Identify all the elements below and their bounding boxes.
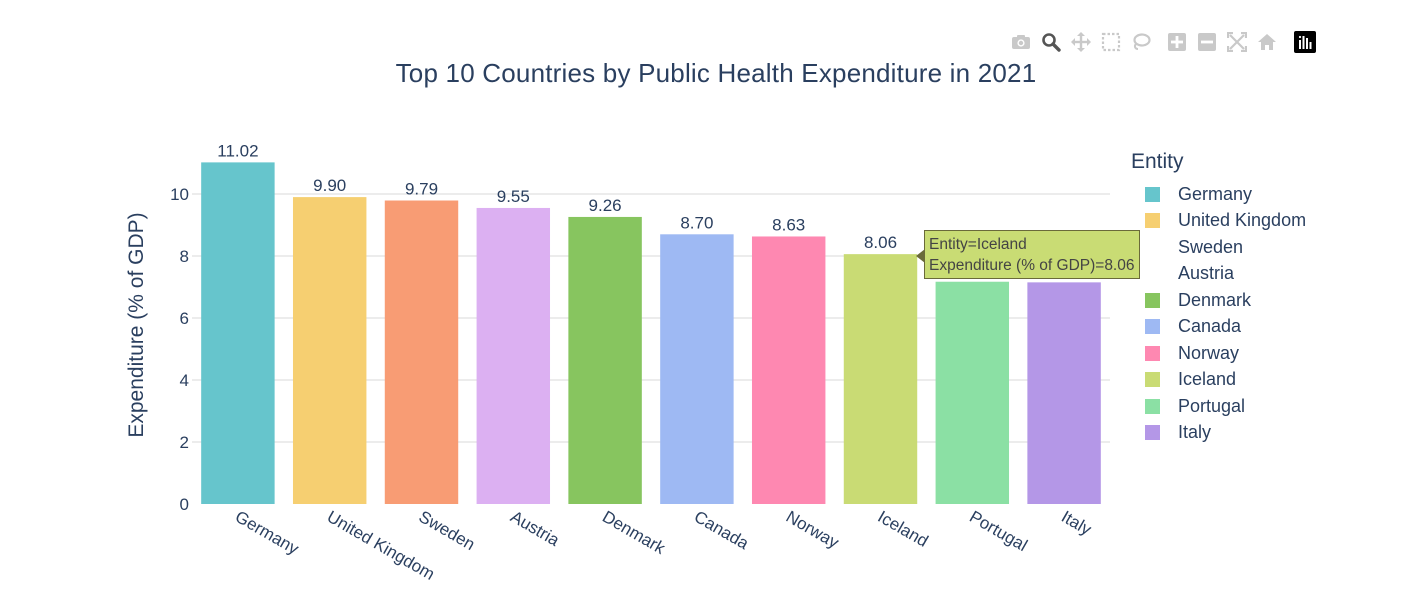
legend-swatch bbox=[1145, 240, 1160, 255]
data-labels: 11.02 9.90 9.79 9.55 9.26 8.70 8.63 8.06 bbox=[217, 141, 897, 252]
autoscale-icon[interactable] bbox=[1226, 31, 1248, 53]
x-tick-label: Denmark bbox=[599, 507, 669, 558]
bar-portugal[interactable] bbox=[935, 281, 1010, 504]
legend-item-austria[interactable]: Austria bbox=[1131, 261, 1306, 288]
x-tick-label: Austria bbox=[507, 507, 563, 550]
reset-axes-icon[interactable] bbox=[1256, 31, 1278, 53]
bar-italy[interactable] bbox=[1027, 282, 1101, 504]
legend-label: Iceland bbox=[1178, 369, 1237, 390]
legend-swatch bbox=[1145, 186, 1160, 202]
box-select-icon[interactable] bbox=[1100, 31, 1122, 53]
plotly-logo-icon[interactable] bbox=[1294, 31, 1316, 53]
legend-label: United Kingdom bbox=[1178, 210, 1307, 231]
x-tick-label: Norway bbox=[783, 507, 843, 553]
legend-item-united-kingdom[interactable]: United Kingdom bbox=[1131, 208, 1306, 235]
x-tick-label: Italy bbox=[1058, 507, 1095, 539]
legend-swatch bbox=[1145, 292, 1160, 308]
legend-label: Austria bbox=[1178, 263, 1235, 284]
bars bbox=[201, 162, 1101, 505]
bar-germany[interactable] bbox=[201, 162, 275, 504]
legend-label: Norway bbox=[1178, 342, 1240, 363]
zoom-out-icon[interactable] bbox=[1196, 31, 1218, 53]
y-tick-labels: 0 2 4 6 8 10 bbox=[170, 185, 189, 514]
lasso-icon[interactable] bbox=[1130, 31, 1152, 53]
y-tick-label: 4 bbox=[180, 371, 189, 390]
camera-icon[interactable] bbox=[1010, 31, 1032, 53]
y-tick-label: 8 bbox=[180, 247, 189, 266]
legend-swatch bbox=[1145, 266, 1160, 281]
hover-tooltip: Entity=Iceland Expenditure (% of GDP)=8.… bbox=[924, 230, 1141, 279]
legend-item-portugal[interactable]: Portugal bbox=[1131, 393, 1306, 420]
legend-item-germany[interactable]: Germany bbox=[1131, 181, 1306, 208]
data-label: 9.55 bbox=[497, 187, 530, 206]
legend-item-sweden[interactable]: Sweden bbox=[1131, 234, 1306, 261]
legend-label: Denmark bbox=[1178, 289, 1252, 310]
bar-iceland[interactable] bbox=[843, 254, 918, 504]
data-label: 8.63 bbox=[772, 215, 805, 234]
tooltip-arrow bbox=[916, 249, 925, 263]
legend-title: Entity bbox=[1131, 150, 1184, 173]
y-axis-title: Expenditure (% of GDP) bbox=[125, 212, 148, 437]
x-tick-label: Iceland bbox=[875, 507, 932, 551]
x-tick-label: Sweden bbox=[416, 507, 479, 554]
data-label: 9.26 bbox=[589, 196, 622, 215]
tooltip-line-1: Entity=Iceland bbox=[929, 236, 1027, 253]
legend: Entity Germany United Kingdom Sweden Austri… bbox=[1131, 150, 1306, 446]
legend-item-iceland[interactable]: Iceland bbox=[1131, 367, 1306, 394]
legend-swatch bbox=[1145, 213, 1160, 229]
legend-label: Sweden bbox=[1178, 236, 1244, 257]
zoom-icon[interactable] bbox=[1040, 31, 1062, 53]
legend-label: Germany bbox=[1178, 183, 1253, 204]
legend-swatch bbox=[1145, 372, 1160, 388]
x-tick-label: Portugal bbox=[966, 507, 1030, 555]
data-label: 9.79 bbox=[405, 180, 438, 199]
modebar bbox=[1010, 30, 1316, 54]
chart-title: Top 10 Countries by Public Health Expend… bbox=[395, 58, 1037, 88]
data-label: 8.70 bbox=[680, 213, 713, 232]
y-tick-label: 0 bbox=[180, 495, 189, 514]
bar-united-kingdom[interactable] bbox=[292, 197, 367, 504]
data-label: 9.90 bbox=[313, 176, 346, 195]
x-tick-label: Germany bbox=[232, 507, 302, 559]
tooltip-line-2: Expenditure (% of GDP)=8.06 bbox=[929, 257, 1135, 274]
legend-item-canada[interactable]: Canada bbox=[1131, 314, 1306, 341]
legend-label: Portugal bbox=[1178, 395, 1246, 416]
data-label: 8.06 bbox=[864, 233, 897, 252]
legend-item-norway[interactable]: Norway bbox=[1131, 340, 1306, 367]
y-tick-label: 10 bbox=[170, 185, 189, 204]
y-tick-label: 6 bbox=[180, 309, 189, 328]
pan-icon[interactable] bbox=[1070, 31, 1092, 53]
legend-item-denmark[interactable]: Denmark bbox=[1131, 287, 1306, 314]
y-tick-label: 2 bbox=[180, 433, 189, 452]
bar-austria[interactable] bbox=[476, 207, 551, 504]
legend-label: Canada bbox=[1178, 316, 1242, 337]
legend-swatch bbox=[1145, 425, 1160, 441]
x-tick-label: Canada bbox=[691, 507, 753, 554]
legend-swatch bbox=[1145, 398, 1160, 414]
bar-denmark[interactable] bbox=[568, 216, 642, 504]
zoom-in-icon[interactable] bbox=[1166, 31, 1188, 53]
legend-swatch bbox=[1145, 319, 1160, 335]
legend-label: Italy bbox=[1178, 422, 1212, 443]
bar-canada[interactable] bbox=[660, 234, 734, 505]
bar-sweden[interactable] bbox=[384, 200, 459, 504]
data-label: 11.02 bbox=[217, 141, 258, 160]
legend-swatch bbox=[1145, 345, 1160, 361]
legend-item-italy[interactable]: Italy bbox=[1131, 420, 1306, 447]
bar-norway[interactable] bbox=[751, 236, 826, 504]
